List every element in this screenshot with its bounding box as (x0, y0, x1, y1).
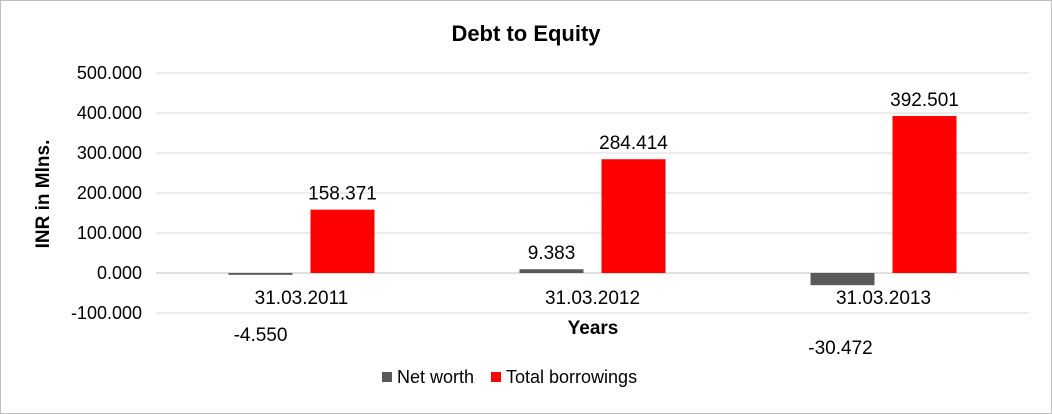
data-labels: -4.550 158.371 9.383 284.414 -30.472 392.501 (234, 90, 959, 359)
gridlines (156, 72, 1029, 314)
data-label: 9.383 (528, 243, 576, 264)
data-label: 158.371 (308, 184, 377, 205)
bar-net-worth (810, 273, 875, 286)
x-axis-title: Years (568, 318, 619, 339)
bar-net-worth (228, 273, 293, 275)
legend: Net worth Total borrowings (382, 367, 637, 387)
bar-net-worth (519, 269, 584, 273)
data-label: -4.550 (234, 325, 288, 346)
category-label: 31.03.2013 (836, 288, 931, 309)
y-tick-label: 300.000 (77, 143, 142, 163)
bar-total-borrowings (892, 115, 957, 273)
y-tick-label: 200.000 (77, 183, 142, 203)
bars (228, 115, 957, 286)
data-label: 284.414 (599, 133, 668, 154)
legend-label-total-borrowings: Total borrowings (506, 367, 637, 387)
legend-swatch-net-worth (382, 372, 392, 382)
bar-total-borrowings (310, 209, 375, 273)
y-tick-label: 500.000 (77, 63, 142, 83)
category-labels: 31.03.2011 31.03.2012 31.03.2013 (255, 288, 931, 309)
y-axis-title: INR in Mlns. (33, 140, 54, 249)
legend-label-net-worth: Net worth (397, 367, 474, 387)
category-label: 31.03.2011 (255, 288, 349, 309)
y-tick-label: -100.000 (71, 303, 142, 323)
chart-title: Debt to Equity (451, 21, 601, 46)
legend-swatch-total-borrowings (491, 372, 501, 382)
category-label: 31.03.2012 (545, 288, 640, 309)
y-tick-label: 0.000 (97, 263, 142, 283)
data-label: 392.501 (890, 90, 959, 111)
bar-total-borrowings (601, 159, 666, 273)
y-tick-labels: 500.000 400.000 300.000 200.000 100.000 0.000… (71, 63, 142, 323)
data-label: -30.472 (808, 338, 872, 359)
y-tick-label: 400.000 (77, 103, 142, 123)
y-tick-label: 100.000 (77, 223, 142, 243)
